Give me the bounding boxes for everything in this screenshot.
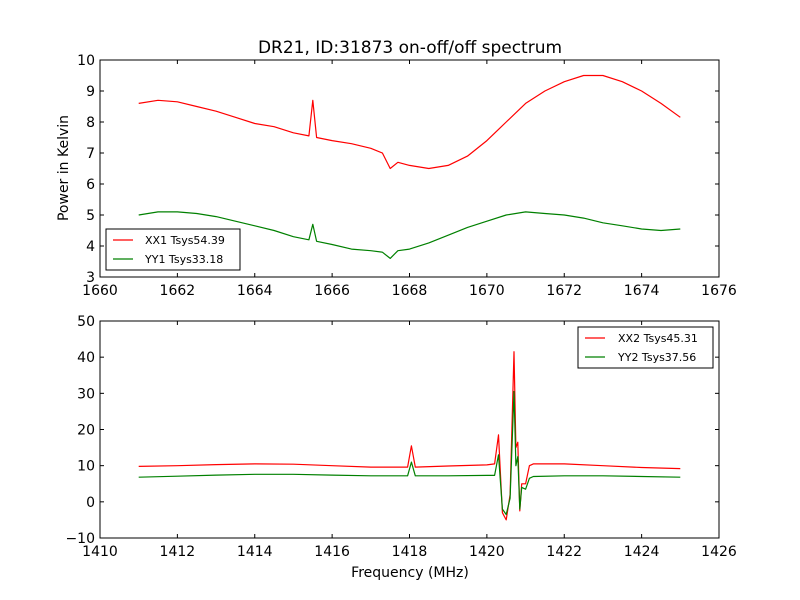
bottom-x-tick-label: 1414 (237, 544, 273, 560)
bottom-x-tick-label: 1420 (469, 544, 505, 560)
top-y-tick-label: 6 (86, 177, 95, 193)
top-y-tick-label: 7 (86, 146, 95, 162)
top-y-axis-label: Power in Kelvin (56, 115, 72, 221)
top-legend: XX1 Tsys54.39 YY1 Tsys33.18 (105, 228, 241, 271)
top-legend-label-xx1: XX1 Tsys54.39 (145, 234, 225, 247)
top-y-tick-label: 5 (86, 208, 95, 224)
top-x-tick-label: 1662 (160, 283, 196, 299)
top-y-tick-label: 9 (86, 84, 95, 100)
bottom-y-tick-label: 40 (77, 350, 95, 366)
top-chart-title: DR21, ID:31873 on-off/off spectrum (258, 38, 562, 58)
top-x-tick-label: 1660 (82, 283, 118, 299)
top-legend-label-yy1: YY1 Tsys33.18 (144, 253, 223, 266)
top-legend-box (105, 228, 241, 271)
bottom-y-tick-label: 0 (86, 495, 95, 511)
bottom-x-tick-label: 1426 (701, 544, 737, 560)
series-line-xx1 (138, 74, 681, 170)
top-x-tick-label: 1664 (237, 283, 273, 299)
bottom-y-tick-label: 10 (77, 459, 95, 475)
top-panel: DR21, ID:31873 on-off/off spectrum Power… (56, 38, 737, 299)
top-x-tick-label: 1668 (392, 283, 428, 299)
series-line-yy2 (138, 390, 681, 516)
bottom-x-tick-label: 1418 (392, 544, 428, 560)
bottom-y-tick-label: 30 (77, 386, 95, 402)
top-y-tick-label: 4 (86, 239, 95, 255)
bottom-x-tick-label: 1416 (314, 544, 350, 560)
bottom-y-tick-label: 20 (77, 423, 95, 439)
bottom-panel: 1410 1412 1414 1416 1418 1420 1422 1424 1426 −10 0… (65, 314, 736, 581)
bottom-y-tick-label: −10 (65, 531, 95, 547)
series-line-yy1 (138, 211, 681, 259)
bottom-x-tick-label: 1410 (82, 544, 118, 560)
top-x-tick-label: 1674 (624, 283, 660, 299)
bottom-series-group (138, 351, 681, 521)
bottom-x-tick-label: 1422 (546, 544, 582, 560)
top-series-group (138, 74, 681, 259)
bottom-y-tick-label: 50 (77, 314, 95, 330)
bottom-legend-box (577, 326, 714, 369)
series-line-xx2 (138, 351, 681, 521)
top-x-tick-label: 1672 (546, 283, 582, 299)
top-axis-ticks: 1660 1662 1664 1666 1668 1670 1672 1674 1676 3 4 5 6… (77, 53, 737, 299)
bottom-legend-label-yy2: YY2 Tsys37.56 (617, 351, 696, 364)
top-y-tick-label: 3 (86, 270, 95, 286)
bottom-legend-label-xx2: XX2 Tsys45.31 (618, 332, 698, 345)
bottom-x-tick-label: 1412 (160, 544, 196, 560)
top-y-tick-label: 10 (77, 53, 95, 69)
bottom-x-axis-label: Frequency (MHz) (351, 565, 469, 581)
bottom-axis-ticks: 1410 1412 1414 1416 1418 1420 1422 1424 1426 −10 0… (65, 314, 736, 560)
top-x-tick-label: 1666 (314, 283, 350, 299)
top-x-tick-label: 1670 (469, 283, 505, 299)
top-y-tick-label: 8 (86, 115, 95, 131)
bottom-legend: XX2 Tsys45.31 YY2 Tsys37.56 (577, 326, 714, 369)
top-x-tick-label: 1676 (701, 283, 737, 299)
bottom-x-tick-label: 1424 (624, 544, 660, 560)
